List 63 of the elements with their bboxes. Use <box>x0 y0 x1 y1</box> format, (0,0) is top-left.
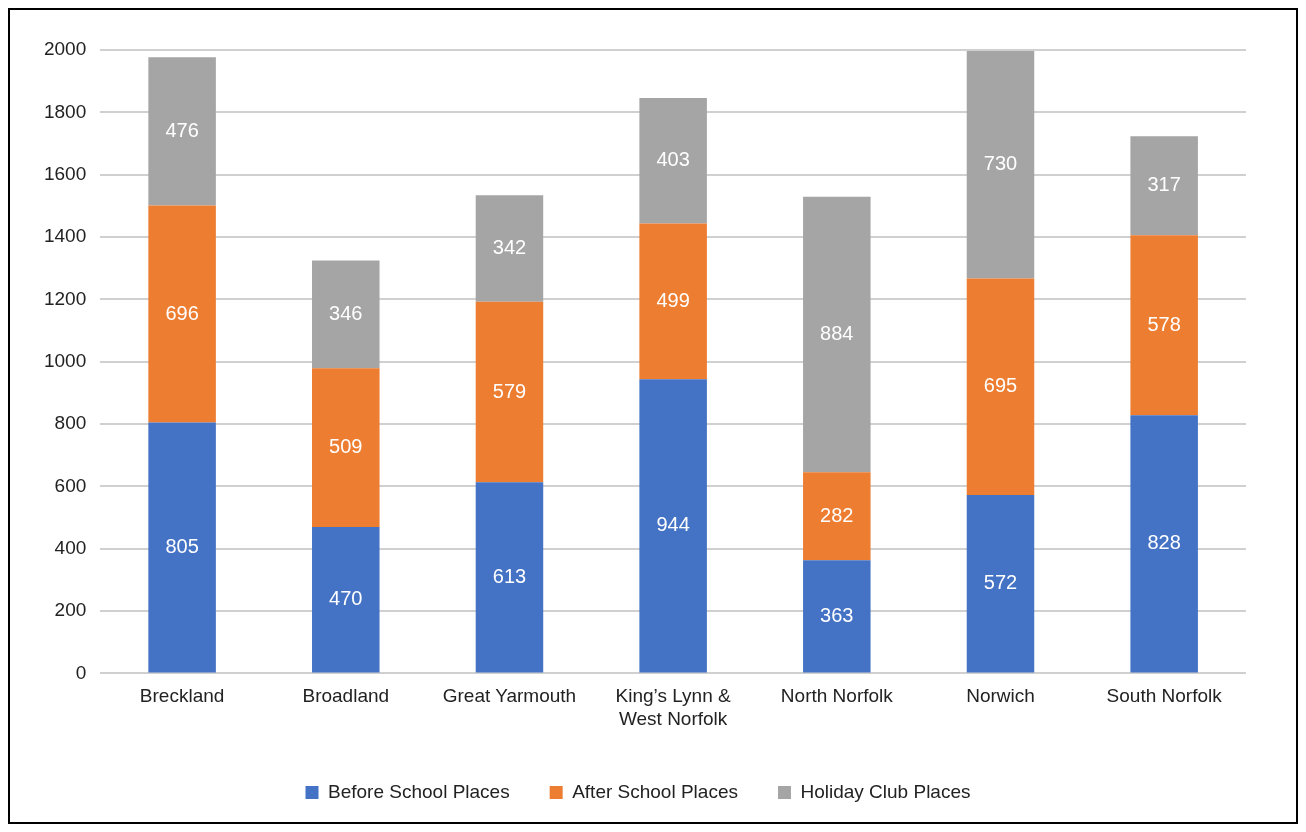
data-label: 476 <box>165 118 199 141</box>
bar <box>966 495 1035 673</box>
bar <box>1130 136 1198 236</box>
y-tick-label: 2000 <box>43 38 87 60</box>
y-tick-label: 400 <box>54 536 87 558</box>
bar <box>1130 415 1198 673</box>
bar <box>639 98 707 224</box>
data-label: 695 <box>983 374 1018 397</box>
x-tick-label: Broadland <box>302 685 390 707</box>
data-label: 317 <box>1147 173 1181 196</box>
bar <box>312 526 380 673</box>
x-tick-label: Breckland <box>139 685 225 707</box>
bar <box>312 260 380 369</box>
bar <box>475 482 544 673</box>
y-tick-label: 200 <box>54 599 87 621</box>
y-tick-label: 600 <box>54 474 87 496</box>
bar <box>475 301 544 483</box>
y-tick-label: 1600 <box>43 162 87 184</box>
bar <box>639 223 707 380</box>
data-label: 805 <box>165 534 199 557</box>
data-label: 696 <box>165 301 199 324</box>
data-label: 282 <box>820 503 854 526</box>
y-tick-label: 1200 <box>43 287 87 309</box>
data-label: 579 <box>492 379 527 402</box>
data-label: 828 <box>1147 531 1181 554</box>
data-label: 403 <box>656 148 690 171</box>
bar <box>803 472 871 561</box>
data-label: 363 <box>820 603 854 626</box>
y-tick-label: 1800 <box>43 100 87 122</box>
bar <box>1130 235 1198 416</box>
legend-label: Holiday Club Places <box>800 780 971 802</box>
bar <box>475 195 544 302</box>
bar <box>803 560 871 673</box>
data-label: 470 <box>329 587 363 610</box>
data-label: 499 <box>656 288 690 311</box>
bar <box>312 368 380 527</box>
legend-label: Before School Places <box>328 780 510 802</box>
bar <box>148 205 216 423</box>
data-label: 884 <box>820 322 854 345</box>
data-label: 346 <box>329 301 363 324</box>
bar <box>639 379 707 673</box>
y-tick-label: 800 <box>54 412 87 434</box>
x-tick-label: South Norfolk <box>1106 685 1223 707</box>
data-label: 613 <box>492 564 527 587</box>
data-label: 509 <box>329 435 363 458</box>
x-tick-label: King’s Lynn & West Norfolk <box>615 685 732 729</box>
data-label: 342 <box>492 236 527 259</box>
data-label: 944 <box>656 513 690 536</box>
bar <box>966 278 1035 496</box>
bar <box>148 422 216 673</box>
data-label: 572 <box>983 571 1018 594</box>
x-tick-label: Great Yarmouth <box>442 685 577 707</box>
bar <box>803 196 871 473</box>
legend-label: After School Places <box>572 780 738 802</box>
data-label: 578 <box>1147 312 1181 335</box>
x-tick-label: North Norfolk <box>780 685 894 707</box>
data-label: 730 <box>983 152 1018 175</box>
y-tick-label: 1000 <box>43 349 87 371</box>
bar <box>148 57 216 206</box>
y-tick-label: 1400 <box>43 225 87 247</box>
x-tick-label: Norwich <box>966 685 1035 707</box>
y-tick-label: 0 <box>75 661 87 683</box>
bar <box>966 50 1035 279</box>
